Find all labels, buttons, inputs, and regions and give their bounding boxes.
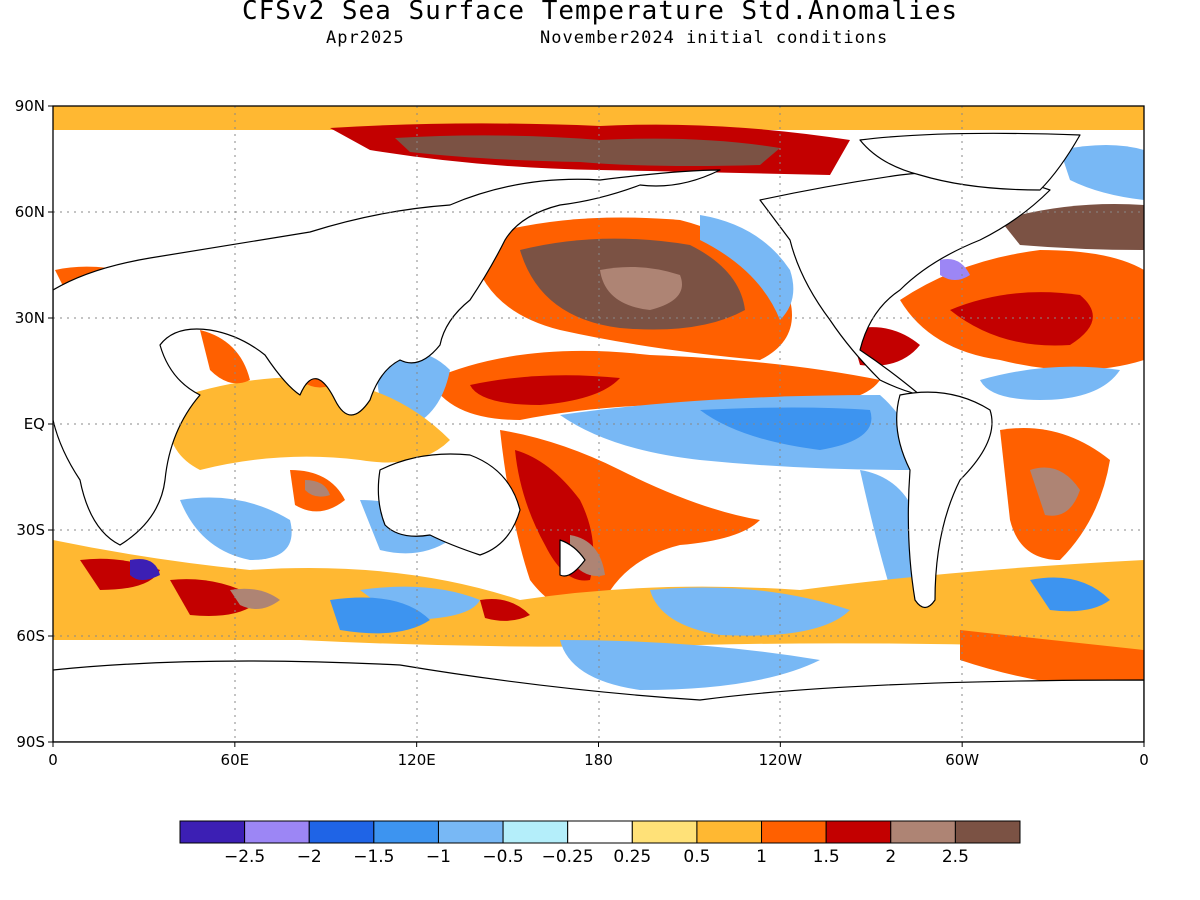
- n-atlantic-strong: [950, 292, 1093, 346]
- arctic-extreme-warm: [395, 135, 780, 166]
- latitude-axis: 90N 60N 30N EQ 30S 60S 90S: [15, 97, 53, 751]
- s-australia-strong: [480, 599, 530, 621]
- eurasia-africa: [53, 169, 721, 546]
- colorbar-swatch: [696, 820, 763, 844]
- colorbar-swatch: [890, 820, 956, 844]
- s-pacific-cool: [650, 587, 850, 636]
- colorbar-swatch: [308, 820, 375, 844]
- anomaly-fields: [53, 106, 1144, 690]
- south-america: [896, 391, 993, 609]
- southern-ocean-warm: [53, 540, 1144, 650]
- lon-tick-label: 120W: [759, 751, 803, 769]
- lon-tick-label: 0: [48, 751, 58, 769]
- lat-tick-label: EQ: [24, 415, 45, 433]
- colorbar-label: −2.5: [224, 847, 265, 867]
- arabian-sea-warm: [200, 330, 250, 384]
- s-indian-extreme-2: [230, 588, 280, 609]
- trop-wpac-strong: [470, 375, 620, 405]
- weddell-warm: [960, 630, 1144, 690]
- lat-tick-label: 30S: [16, 521, 45, 539]
- s-indian-cold-2: [330, 597, 430, 634]
- lat-tick-label: 90S: [16, 733, 45, 751]
- colorbar-label: −2: [297, 847, 322, 867]
- nordic-seas-cool: [1060, 145, 1144, 200]
- subpolar-atlantic-extreme: [1000, 204, 1144, 250]
- colorbar-swatch: [502, 820, 569, 844]
- new-zealand: [559, 539, 586, 577]
- ne-pacific-cool: [700, 215, 794, 320]
- lon-tick-label: 180: [584, 751, 613, 769]
- colorbar-swatch: [179, 820, 246, 844]
- lon-tick-label: 60E: [221, 751, 250, 769]
- colorbar-label: 0.5: [683, 847, 710, 867]
- colorbar-label: −1.5: [353, 847, 394, 867]
- colorbar-swatch: [373, 820, 439, 844]
- greenland: [859, 132, 1081, 191]
- australia: [377, 453, 521, 556]
- lat-tick-label: 60S: [16, 627, 45, 645]
- colorbar-label: 2.5: [942, 847, 969, 867]
- map-area: [53, 106, 1144, 742]
- lon-tick-label: 0: [1139, 751, 1149, 769]
- colorbar: −2.5 −2 −1.5 −1 −0.5 −0.25 0.25 0.5 1 1.5 2 2.5: [179, 820, 1021, 867]
- graticule: [53, 106, 1144, 742]
- lon-tick-label: 120E: [398, 751, 436, 769]
- s-indian-extreme-1: [305, 480, 330, 497]
- s-atlantic-cold-spot: [130, 559, 160, 580]
- forecast-month: Apr2025: [326, 28, 405, 48]
- colorbar-swatch: [244, 820, 310, 844]
- s-indian-cool: [180, 497, 292, 560]
- colorbar-swatch: [631, 820, 698, 844]
- colorbar-label: −1: [426, 847, 451, 867]
- colorbar-swatch: [567, 820, 633, 844]
- colorbar-label: 0.25: [613, 847, 651, 867]
- longitude-axis: 0 60E 120E 180 120W 60W 0: [48, 742, 1149, 769]
- eq-epac-cool-core: [700, 407, 872, 450]
- indian-warm: [168, 377, 450, 470]
- lat-tick-label: 60N: [15, 203, 45, 221]
- s-atlantic-cool: [1030, 577, 1110, 612]
- trop-atlantic-cool: [980, 366, 1120, 400]
- colorbar-swatch: [437, 820, 504, 844]
- ross-sea-cool: [560, 640, 820, 690]
- colorbar-label: −0.5: [482, 847, 523, 867]
- colorbar-label: 1: [756, 847, 767, 867]
- n-pacific-blob-core: [600, 266, 682, 310]
- lon-tick-label: 60W: [945, 751, 979, 769]
- s-indian-strong-2: [170, 579, 260, 616]
- colorbar-swatch: [954, 820, 1021, 844]
- colorbar-swatch: [761, 820, 827, 844]
- colorbar-label: 2: [885, 847, 896, 867]
- colorbar-label: −0.25: [542, 847, 594, 867]
- lat-tick-label: 90N: [15, 97, 45, 115]
- colorbar-swatch: [825, 820, 892, 844]
- colorbar-label: 1.5: [813, 847, 840, 867]
- lat-tick-label: 30N: [15, 309, 45, 327]
- chart-title: CFSv2 Sea Surface Temperature Std.Anomal…: [241, 0, 959, 26]
- s-atlantic-extreme: [1030, 467, 1080, 516]
- initial-conditions: November2024 initial conditions: [540, 28, 889, 48]
